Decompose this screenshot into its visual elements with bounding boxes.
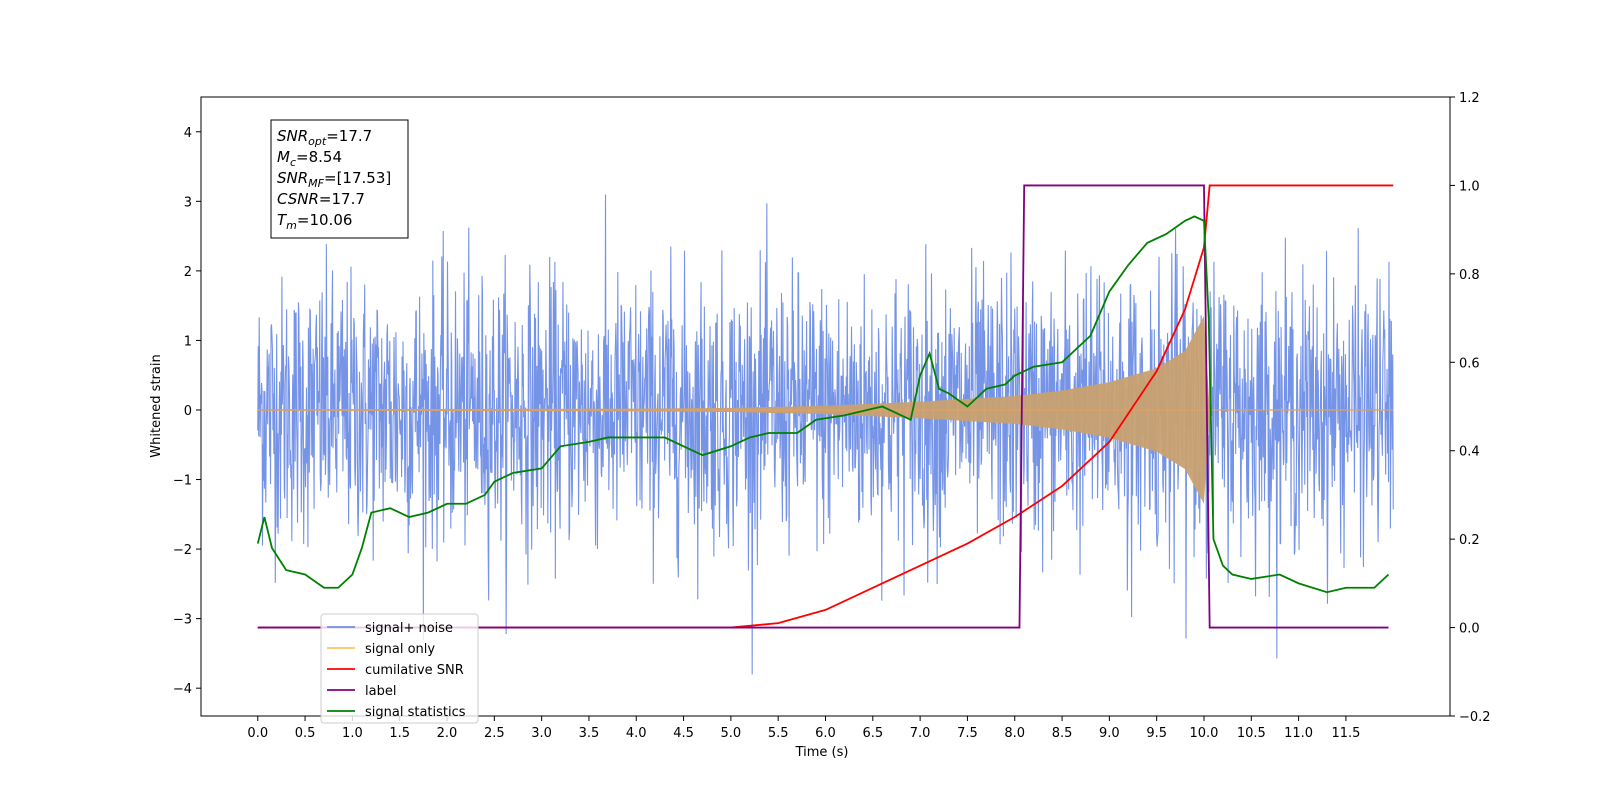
x-tick-label: 11.5 <box>1331 726 1360 741</box>
y-right-tick-label: 0.0 <box>1459 622 1480 637</box>
x-tick-label: 1.0 <box>342 726 363 741</box>
y-right-tick-label: 0.2 <box>1459 533 1480 548</box>
y-axis-right: 1.2 1.0 0.8 0.6 0.4 0.2 0.0 −0.2 <box>1450 91 1491 725</box>
x-tick-label: 2.5 <box>484 726 505 741</box>
series-line-cumulative-snr <box>257 184 1394 629</box>
x-tick-label: 3.5 <box>579 726 600 741</box>
series-layer <box>256 184 1394 675</box>
x-axis-label: Time (s) <box>795 745 849 760</box>
series-line-label <box>257 184 1389 629</box>
y-left-tick-label: 3 <box>184 195 192 210</box>
legend: signal+ noise signal only cumilative SNR la… <box>320 613 479 724</box>
y-right-tick-label: −0.2 <box>1459 710 1491 725</box>
info-box-frame <box>270 119 409 239</box>
x-tick-label: 3.0 <box>531 726 552 741</box>
y-right-tick-label: 0.6 <box>1459 356 1480 371</box>
x-tick-label: 8.0 <box>1004 726 1025 741</box>
y-right-tick-label: 0.8 <box>1459 268 1480 283</box>
y-left-tick-label: 2 <box>184 265 192 280</box>
y-left-tick-label: 1 <box>184 334 192 349</box>
x-tick-label: 7.5 <box>957 726 978 741</box>
y-left-tick-label: 0 <box>184 404 192 419</box>
info-box-line: Mc=8.54 <box>277 148 342 169</box>
x-tick-label: 4.5 <box>673 726 694 741</box>
x-tick-label: 0.0 <box>247 726 268 741</box>
y-axis-label: Whitened strain <box>149 354 164 457</box>
y-right-tick-label: 1.2 <box>1459 91 1480 106</box>
x-tick-label: 8.5 <box>1052 726 1073 741</box>
series-line-signal-statistics <box>256 215 1390 594</box>
legend-label: cumilative SNR <box>365 663 464 678</box>
x-axis: 0.0 0.5 1.0 1.5 2.0 2.5 3.0 3.5 4.0 4.5 5.0 5.5 6.0 6… <box>247 716 1360 741</box>
x-tick-label: 4.0 <box>626 726 647 741</box>
y-left-tick-label: −4 <box>173 682 192 697</box>
y-left-tick-label: 4 <box>184 126 192 141</box>
x-tick-label: 9.0 <box>1099 726 1120 741</box>
x-tick-label: 5.5 <box>768 726 789 741</box>
y-axis-left: 4 3 2 1 0 −1 −2 −3 −4 <box>173 126 201 697</box>
info-box-line: SNRMF=[17.53] <box>277 169 391 190</box>
legend-label: signal statistics <box>365 705 466 720</box>
x-tick-label: 2.0 <box>437 726 458 741</box>
info-box: SNRopt=17.7Mc=8.54SNRMF=[17.53]CSNR=17.7… <box>270 119 409 239</box>
x-tick-label: 6.5 <box>862 726 883 741</box>
y-left-tick-label: −2 <box>173 543 192 558</box>
legend-label: label <box>365 684 396 699</box>
x-tick-label: 7.0 <box>910 726 931 741</box>
x-tick-label: 11.0 <box>1284 726 1313 741</box>
info-box-line: CSNR=17.7 <box>277 190 365 208</box>
x-tick-label: 6.0 <box>815 726 836 741</box>
x-tick-label: 5.0 <box>721 726 742 741</box>
info-box-line: Tm=10.06 <box>277 211 352 232</box>
x-tick-label: 10.5 <box>1237 726 1266 741</box>
y-left-tick-label: −1 <box>173 474 192 489</box>
legend-label: signal only <box>365 642 435 657</box>
y-right-tick-label: 1.0 <box>1459 179 1480 194</box>
legend-frame <box>320 613 479 724</box>
y-right-tick-label: 0.4 <box>1459 445 1480 460</box>
legend-label: signal+ noise <box>365 621 453 636</box>
y-left-tick-label: −3 <box>173 613 192 628</box>
info-box-line: SNRopt=17.7 <box>277 127 372 148</box>
x-tick-label: 9.5 <box>1146 726 1167 741</box>
x-tick-label: 0.5 <box>295 726 316 741</box>
x-tick-label: 1.5 <box>389 726 410 741</box>
x-tick-label: 10.0 <box>1190 726 1219 741</box>
